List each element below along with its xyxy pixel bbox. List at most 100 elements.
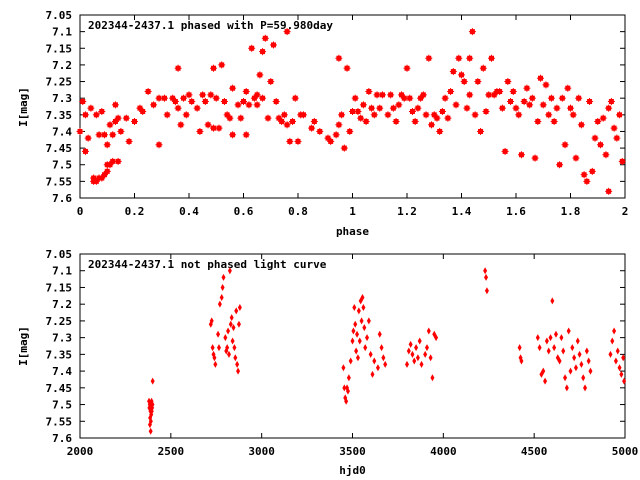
data-point xyxy=(395,101,403,109)
data-point xyxy=(484,287,489,295)
data-point xyxy=(434,334,439,342)
data-point xyxy=(615,347,620,355)
data-point xyxy=(114,157,122,165)
data-point xyxy=(430,374,435,382)
data-point xyxy=(535,334,540,342)
data-point xyxy=(280,111,288,119)
data-point xyxy=(355,354,360,362)
data-point xyxy=(410,350,415,358)
data-point xyxy=(602,151,610,159)
data-point xyxy=(180,94,188,102)
y-tick-label: 7.15 xyxy=(46,42,73,55)
data-point xyxy=(148,427,153,435)
data-point xyxy=(515,111,523,119)
data-point xyxy=(232,344,237,352)
data-point xyxy=(436,127,444,135)
data-point xyxy=(537,74,545,82)
data-point xyxy=(594,117,602,125)
data-point xyxy=(568,367,573,375)
data-point xyxy=(212,94,220,102)
data-point xyxy=(557,357,562,365)
data-point xyxy=(408,340,413,348)
x-tick-label: 1 xyxy=(349,205,356,218)
x-tick-label: 0.2 xyxy=(125,205,145,218)
y-tick-label: 7.05 xyxy=(46,9,73,22)
data-point xyxy=(228,320,233,328)
data-point xyxy=(229,84,237,92)
data-point xyxy=(207,91,215,99)
data-point xyxy=(419,91,427,99)
data-point xyxy=(150,401,155,409)
data-point xyxy=(81,147,89,155)
data-point xyxy=(387,91,395,99)
data-point xyxy=(618,157,626,165)
data-point xyxy=(283,121,291,129)
data-point xyxy=(87,104,95,112)
data-point xyxy=(577,350,582,358)
data-point xyxy=(217,300,222,308)
data-point xyxy=(561,347,566,355)
data-point xyxy=(586,98,594,106)
data-point xyxy=(449,68,457,76)
data-point xyxy=(256,71,264,79)
data-point xyxy=(441,94,449,102)
data-point xyxy=(234,307,239,315)
data-point xyxy=(586,357,591,365)
data-point xyxy=(406,94,414,102)
data-point xyxy=(359,317,364,325)
data-point xyxy=(226,327,231,335)
data-point xyxy=(155,141,163,149)
data-point xyxy=(363,344,368,352)
data-point xyxy=(332,131,340,139)
data-point xyxy=(610,337,615,345)
data-point xyxy=(599,114,607,122)
data-point xyxy=(223,334,228,342)
chart-title: 202344-2437.1 not phased light curve xyxy=(88,258,327,271)
data-point xyxy=(579,360,584,368)
data-point xyxy=(278,117,286,125)
data-point xyxy=(507,98,515,106)
data-point xyxy=(531,154,539,162)
data-point xyxy=(259,48,267,56)
data-point xyxy=(204,121,212,129)
y-tick-label: 7.3 xyxy=(52,92,72,105)
data-point xyxy=(379,344,384,352)
data-point xyxy=(122,114,130,122)
data-point xyxy=(484,273,489,281)
data-point xyxy=(237,114,245,122)
data-point xyxy=(534,117,542,125)
data-point xyxy=(231,324,236,332)
data-point xyxy=(216,330,221,338)
data-point xyxy=(550,117,558,125)
data-point xyxy=(559,334,564,342)
data-point xyxy=(539,101,547,109)
data-point xyxy=(106,121,114,129)
data-point xyxy=(163,111,171,119)
data-point xyxy=(428,354,433,362)
data-point xyxy=(226,350,231,358)
data-point xyxy=(359,101,367,109)
data-point xyxy=(468,28,476,36)
data-point xyxy=(368,350,373,358)
data-point xyxy=(596,141,604,149)
data-point xyxy=(316,127,324,135)
data-point xyxy=(368,104,376,112)
data-point xyxy=(580,171,588,179)
y-tick-label: 7.3 xyxy=(52,332,72,345)
data-point xyxy=(117,127,125,135)
data-point xyxy=(389,104,397,112)
x-tick-label: 5000 xyxy=(612,445,639,458)
data-point xyxy=(233,354,238,362)
data-point xyxy=(610,124,618,132)
data-point xyxy=(343,64,351,72)
data-point xyxy=(526,101,534,109)
data-point xyxy=(125,137,133,145)
data-point xyxy=(370,370,375,378)
data-point xyxy=(361,304,366,312)
data-point xyxy=(114,114,122,122)
data-point xyxy=(236,367,241,375)
data-point xyxy=(212,354,217,362)
data-point xyxy=(428,121,436,129)
data-point xyxy=(351,327,356,335)
data-point xyxy=(605,187,613,195)
